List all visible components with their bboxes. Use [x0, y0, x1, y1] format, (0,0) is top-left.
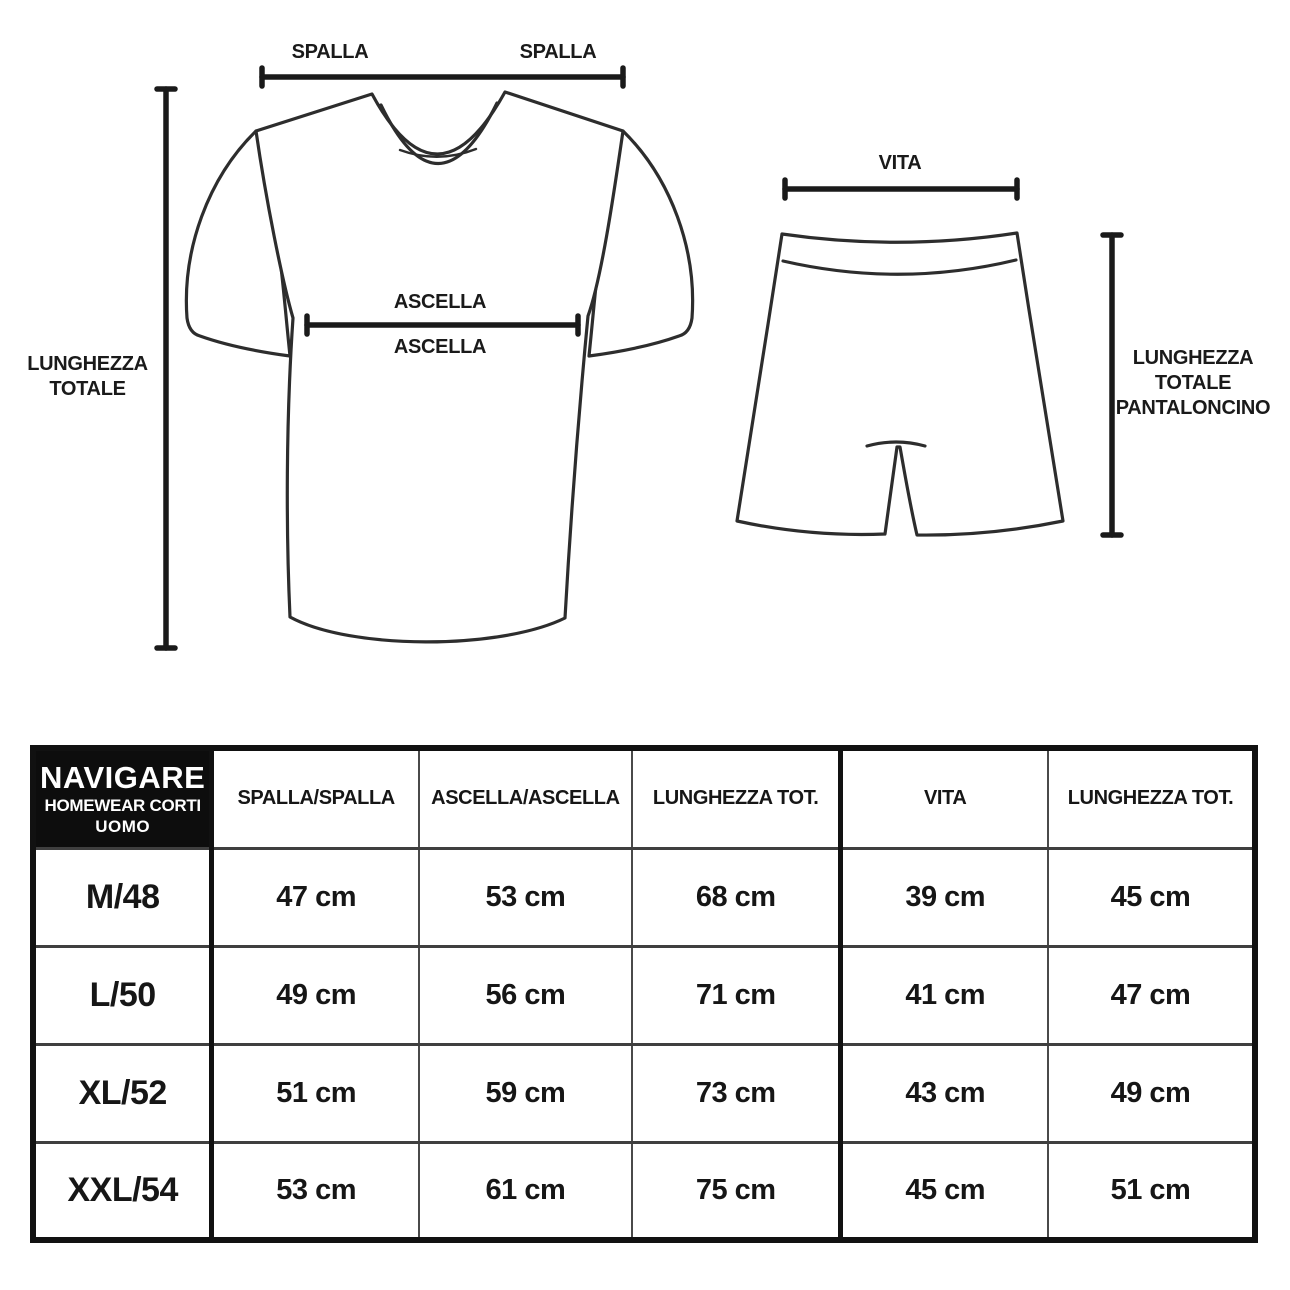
tshirt-collar-backline	[398, 147, 478, 158]
table-row-l50: L/50 49 cm 56 cm 71 cm 41 cm 47 cm	[32, 944, 1257, 1046]
column-header-lunghezza-shorts: LUNGHEZZA TOT.	[1046, 746, 1257, 850]
table-header-row: NAVIGARE HOMEWEAR CORTI UOMO SPALLA/SPAL…	[32, 746, 1257, 850]
size-label: XL/52	[32, 1042, 215, 1144]
value-cell: 71 cm	[630, 944, 844, 1046]
shirt-length-label: LUNGHEZZA TOTALE	[27, 353, 148, 400]
brand-category: UOMO	[95, 816, 151, 836]
size-label: M/48	[32, 846, 215, 948]
value-cell: 43 cm	[839, 1042, 1049, 1144]
spalla-label-right: SPALLA	[519, 41, 597, 63]
value-cell: 47 cm	[210, 846, 420, 948]
value-cell: 73 cm	[630, 1042, 844, 1144]
column-header-spalla: SPALLA/SPALLA	[210, 746, 420, 850]
column-header-lunghezza-shirt: LUNGHEZZA TOT.	[630, 746, 844, 850]
brand-header-cell: NAVIGARE HOMEWEAR CORTI UOMO	[32, 746, 215, 850]
table-row-m48: M/48 47 cm 53 cm 68 cm 39 cm 45 cm	[32, 846, 1257, 948]
value-cell: 39 cm	[839, 846, 1049, 948]
tshirt-body	[254, 90, 625, 644]
vita-label: VITA	[878, 152, 922, 174]
table-row-xxl54: XXL/54 53 cm 61 cm 75 cm 45 cm 51 cm	[32, 1140, 1257, 1242]
table-row-xl52: XL/52 51 cm 59 cm 73 cm 43 cm 49 cm	[32, 1042, 1257, 1144]
value-cell: 45 cm	[1046, 846, 1257, 948]
value-cell: 45 cm	[839, 1140, 1049, 1242]
size-label: L/50	[32, 944, 215, 1046]
brand-subtitle: HOMEWEAR CORTI	[44, 795, 202, 815]
garment-diagram	[154, 65, 1124, 651]
value-cell: 61 cm	[417, 1140, 633, 1242]
value-cell: 47 cm	[1046, 944, 1257, 1046]
brand-name: NAVIGARE	[40, 759, 206, 795]
column-header-ascella: ASCELLA/ASCELLA	[417, 746, 633, 850]
value-cell: 51 cm	[210, 1042, 420, 1144]
value-cell: 59 cm	[417, 1042, 633, 1144]
value-cell: 68 cm	[630, 846, 844, 948]
shorts-length-label: LUNGHEZZA TOTALE PANTALONCINO	[1115, 347, 1271, 419]
value-cell: 53 cm	[210, 1140, 420, 1242]
size-label: XXL/54	[32, 1140, 215, 1242]
value-cell: 51 cm	[1046, 1140, 1257, 1242]
value-cell: 49 cm	[210, 944, 420, 1046]
shorts-waistband-seam	[781, 258, 1018, 276]
tshirt-collar-inner	[379, 101, 499, 165]
ascella-label-top: ASCELLA	[393, 291, 487, 313]
value-cell: 53 cm	[417, 846, 633, 948]
shorts-crotch-seam	[865, 440, 927, 448]
shorts-outline	[735, 231, 1065, 537]
spalla-label-left: SPALLA	[291, 41, 369, 63]
value-cell: 41 cm	[839, 944, 1049, 1046]
ascella-label-bottom: ASCELLA	[393, 336, 487, 358]
value-cell: 75 cm	[630, 1140, 844, 1242]
value-cell: 56 cm	[417, 944, 633, 1046]
column-header-vita: VITA	[839, 746, 1049, 850]
value-cell: 49 cm	[1046, 1042, 1257, 1144]
size-table: NAVIGARE HOMEWEAR CORTI UOMO SPALLA/SPAL…	[30, 745, 1258, 1243]
